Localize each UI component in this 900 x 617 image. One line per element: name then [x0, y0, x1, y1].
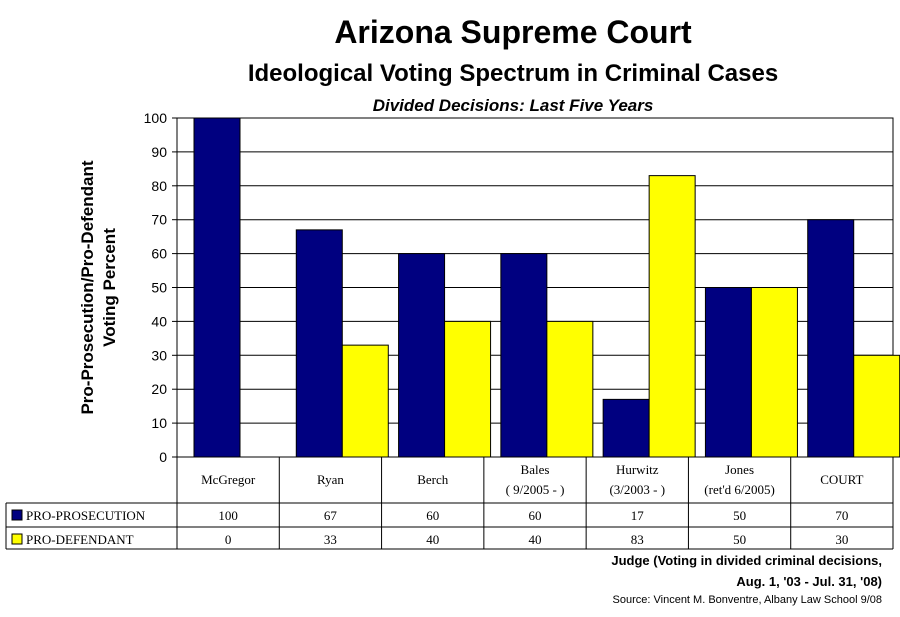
y-tick-label: 10: [151, 415, 167, 431]
bar-prosecution: [295, 229, 343, 458]
chart-subtitle: Ideological Voting Spectrum in Criminal …: [247, 60, 779, 87]
x-category-label: Jones: [725, 462, 754, 477]
y-axis-label-line: Pro-Prosecution/Pro-Defendant: [78, 160, 97, 414]
bar-defendant: [648, 175, 696, 458]
y-tick-label: 70: [151, 212, 167, 228]
table-value: 0: [225, 532, 232, 547]
legend-swatch: [11, 533, 23, 545]
table-value: 50: [733, 532, 746, 547]
table-value: 40: [529, 532, 542, 547]
y-tick-label: 30: [151, 347, 167, 363]
x-category-sublabel: ( 9/2005 - ): [506, 482, 565, 497]
bar-defendant: [546, 320, 594, 458]
chart-italic-subtitle: Divided Decisions: Last Five Years: [372, 96, 654, 115]
y-tick-label: 40: [151, 313, 167, 329]
y-tick-label: 0: [159, 449, 167, 465]
y-tick-label: 100: [144, 110, 168, 126]
table-value: 70: [835, 508, 848, 523]
legend-label: PRO-PROSECUTION: [26, 508, 146, 523]
table-value: 60: [529, 508, 542, 523]
y-axis-label: Pro-Prosecution/Pro-Defendant Voting Perc…: [78, 160, 119, 414]
table-value: 40: [426, 532, 439, 547]
bar-defendant: [750, 287, 798, 458]
y-tick-label: 50: [151, 280, 167, 296]
y-axis-label-line: Voting Percent: [100, 228, 119, 347]
table-value: 100: [218, 508, 238, 523]
legend-swatch: [11, 509, 23, 521]
table-value: 83: [631, 532, 644, 547]
y-tick-label: 90: [151, 144, 167, 160]
table-value: 30: [835, 532, 848, 547]
y-tick-label: 80: [151, 178, 167, 194]
x-category-sublabel: (ret'd 6/2005): [704, 482, 775, 497]
bar-defendant: [444, 320, 492, 458]
source-note: Source: Vincent M. Bonventre, Albany Law…: [612, 594, 882, 606]
bar-prosecution: [704, 287, 752, 458]
y-tick-label: 60: [151, 246, 167, 262]
table-value: 50: [733, 508, 746, 523]
bar-prosecution: [807, 219, 855, 458]
x-category-label: COURT: [820, 472, 863, 487]
x-category-label: Hurwitz: [616, 462, 659, 477]
table-value: 67: [324, 508, 338, 523]
bar-prosecution: [398, 253, 446, 458]
bar-prosecution: [193, 117, 241, 458]
x-category-label: McGregor: [201, 472, 256, 487]
x-axis-note-line1: Judge (Voting in divided criminal decisi…: [611, 553, 882, 568]
bar-defendant: [853, 354, 900, 458]
table-value: 17: [631, 508, 645, 523]
bar-prosecution: [602, 398, 650, 458]
chart-title: Arizona Supreme Court: [334, 14, 692, 50]
bar-defendant: [341, 344, 389, 458]
x-category-label: Bales: [521, 462, 550, 477]
x-category-label: Ryan: [317, 472, 344, 487]
bar-prosecution: [500, 253, 548, 458]
table-value: 33: [324, 532, 337, 547]
x-category-sublabel: (3/2003 - ): [609, 482, 665, 497]
y-tick-label: 20: [151, 381, 167, 397]
table-value: 60: [426, 508, 439, 523]
legend-label: PRO-DEFENDANT: [26, 532, 134, 547]
x-category-label: Berch: [417, 472, 449, 487]
x-axis-note-line2: Aug. 1, '03 - Jul. 31, '08): [736, 574, 882, 589]
